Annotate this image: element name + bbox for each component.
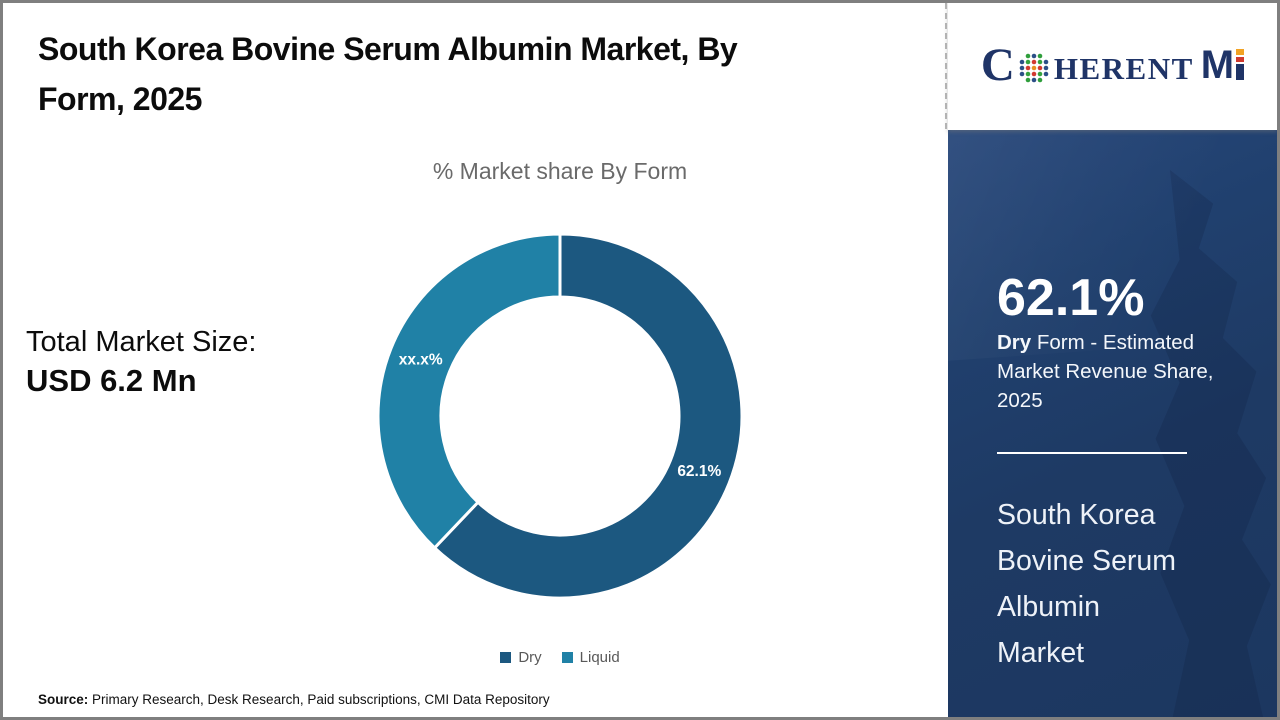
legend-swatch-liquid: [561, 651, 573, 663]
sidebar-divider: [997, 452, 1187, 454]
logo-letter-m: M: [1200, 43, 1234, 87]
dashed-separator: [945, 3, 947, 129]
sidebar-stat-desc-bold: Dry: [997, 331, 1032, 354]
chart-title: % Market share By Form: [432, 158, 688, 184]
legend-label-liquid: Liquid: [579, 648, 620, 666]
total-market-size-value: USD 6.2 Mn: [26, 363, 197, 398]
sidebar-stat-description: Dry Form - Estimated Market Revenue Shar…: [997, 328, 1242, 415]
frame-border-right: [1277, 0, 1280, 720]
donut-slice-liquid: [376, 232, 562, 551]
logo-letter-c: C: [980, 38, 1015, 91]
total-market-size-block: Total Market Size: USD 6.2 Mn: [26, 323, 256, 401]
donut-slice-label-liquid: xx.x%: [399, 351, 443, 368]
page-title: South Korea Bovine Serum Albumin Market,…: [38, 24, 898, 124]
coherentmi-logo: C HERENT M: [980, 38, 1245, 91]
chart-legend: Dry Liquid: [160, 645, 960, 669]
source-text: Primary Research, Desk Research, Paid su…: [88, 692, 550, 707]
sidebar-market-name: South Korea Bovine Serum Albumin Market: [997, 499, 1177, 669]
sidebar-stat-desc-line2: Market Revenue Share,: [997, 360, 1214, 383]
page-title-line2: Form, 2025: [38, 81, 202, 117]
sidebar-stat-value: 62.1%: [997, 269, 1145, 327]
frame-border-left: [0, 0, 3, 720]
sidebar-stat-desc-line3: 2025: [997, 389, 1043, 412]
logo-letter-i-mark: [1236, 49, 1245, 80]
legend-swatch-dry: [500, 651, 512, 663]
sidebar-panel: 62.1% Dry Form - Estimated Market Revenu…: [948, 130, 1277, 717]
source-line: Source: Primary Research, Desk Research,…: [38, 692, 550, 707]
logo-letters-herent: HERENT: [1053, 50, 1194, 86]
source-label: Source:: [38, 692, 89, 707]
legend-label-dry: Dry: [518, 648, 542, 666]
total-market-size-label: Total Market Size:: [26, 326, 257, 358]
coherent-globe-icon: [1019, 53, 1049, 83]
donut-slice-label-dry: 62.1%: [677, 463, 721, 480]
logo-box: C HERENT M: [948, 0, 1277, 130]
frame-border-top: [0, 0, 1280, 3]
donut-slice-dry: [432, 232, 744, 600]
frame-border-bottom: [0, 717, 1280, 720]
page-title-line1: South Korea Bovine Serum Albumin Market,…: [38, 31, 738, 67]
legend-item-liquid: Liquid: [561, 648, 620, 666]
legend-item-dry: Dry: [500, 648, 542, 666]
sidebar-stat-desc-line1: Form - Estimated: [1031, 331, 1195, 354]
donut-chart: 62.1% xx.x%: [376, 232, 744, 600]
